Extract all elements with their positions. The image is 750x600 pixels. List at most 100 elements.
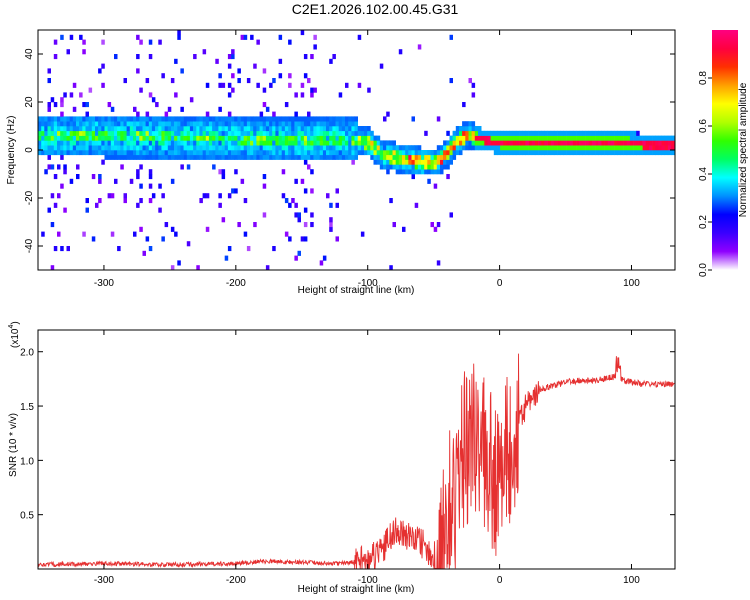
spectrogram-cell xyxy=(329,154,333,160)
spectrogram-cell xyxy=(63,121,67,127)
spectrogram-cell xyxy=(82,140,86,146)
spectrogram-cell xyxy=(664,135,669,141)
spectrogram-cell xyxy=(443,164,447,170)
spectrogram-cell xyxy=(617,150,621,156)
spectrogram-cell xyxy=(607,145,612,151)
spectrogram-cell xyxy=(633,140,637,146)
spectrogram-cell xyxy=(636,145,640,151)
spectrogram-cell xyxy=(136,68,140,74)
spectrogram-cell xyxy=(484,130,488,136)
spectrogram-cell xyxy=(386,159,390,165)
spectrogram-cell xyxy=(158,183,162,189)
spectrogram-cell xyxy=(338,145,343,151)
spectrogram-cell xyxy=(497,140,501,146)
spectrogram-cell xyxy=(629,140,634,146)
spectrogram-cell xyxy=(218,73,222,79)
snr-y-tick-label: 1.0 xyxy=(20,456,34,467)
spectrogram-cell xyxy=(297,150,301,156)
colorbar: 0.00.20.40.60.8 Normalized spectral ampl… xyxy=(698,30,749,277)
spectrogram-cell xyxy=(136,126,140,132)
spectrogram-cell xyxy=(212,164,216,170)
spectrogram-cell xyxy=(202,49,207,55)
spectrogram-cell xyxy=(667,140,672,146)
spectrogram-cell xyxy=(95,130,99,136)
spectrogram-cell xyxy=(50,121,55,127)
spectrogram-cell xyxy=(468,130,472,136)
spectrogram-cell xyxy=(221,145,226,151)
spectrogram-cell xyxy=(151,116,156,122)
spectrogram-cell xyxy=(60,97,64,103)
spectrogram-cell xyxy=(164,121,169,127)
spectrogram-cell xyxy=(63,150,67,156)
spectrogram-cell xyxy=(98,178,102,184)
spectrogram-cell xyxy=(139,126,143,132)
spectrogram-cell xyxy=(595,130,599,136)
spectrogram-cell xyxy=(281,135,286,141)
spectrogram-cell xyxy=(376,150,381,156)
spectrogram-cell xyxy=(411,145,415,151)
spectrogram-cell xyxy=(142,116,146,122)
spectrogram-cell xyxy=(145,111,150,117)
spectrogram-cell xyxy=(424,164,428,170)
spectrogram-cell xyxy=(462,102,466,108)
spectrogram-cell xyxy=(256,154,260,160)
spectrogram-cell xyxy=(72,135,77,141)
spectrogram-cell xyxy=(167,154,172,160)
spectrogram-cell xyxy=(272,126,276,132)
spectrogram-cell xyxy=(389,159,393,165)
spectrogram-cell xyxy=(402,150,406,156)
spectrogram-cell xyxy=(652,150,656,156)
spectrogram-cell xyxy=(471,130,476,136)
spectrogram-cell xyxy=(278,116,283,122)
spectrogram-cell xyxy=(370,145,374,151)
spectrogram-cell xyxy=(101,130,105,136)
spectrogram-cell xyxy=(386,150,390,156)
spectrogram-cell xyxy=(506,140,510,146)
spectrogram-cell xyxy=(284,130,289,136)
spectrogram-cell xyxy=(110,145,115,151)
spectrogram-cell xyxy=(614,140,618,146)
spectrogram-cell xyxy=(66,116,70,122)
spectrogram-cell xyxy=(136,169,140,175)
spectrogram-x-tick-label: 100 xyxy=(623,278,640,289)
spectrogram-cell xyxy=(474,145,479,151)
spectrogram-cell xyxy=(291,130,295,136)
spectrogram-cell xyxy=(126,130,131,136)
spectrogram-cell xyxy=(234,121,238,127)
spectrogram-cell xyxy=(411,159,415,165)
spectrogram-cell xyxy=(180,145,184,151)
spectrogram-cell xyxy=(294,126,298,132)
spectrogram-cell xyxy=(133,150,137,156)
spectrogram-cell xyxy=(474,135,479,141)
spectrogram-cell xyxy=(373,140,377,146)
spectrogram-cell xyxy=(151,145,156,151)
spectrogram-cell xyxy=(202,154,207,160)
spectrogram-cell xyxy=(626,150,631,156)
spectrogram-cell xyxy=(76,121,80,127)
spectrogram-cell xyxy=(338,154,343,160)
spectrogram-cell xyxy=(313,44,317,50)
spectrogram-cell xyxy=(218,202,222,208)
spectrogram-cell xyxy=(541,150,545,156)
spectrogram-cell xyxy=(326,193,330,199)
spectrogram-cell xyxy=(335,135,339,141)
spectrogram-cell xyxy=(281,193,286,199)
spectrogram-cell xyxy=(462,121,466,127)
spectrogram-cell xyxy=(234,169,238,175)
spectrogram-cell xyxy=(186,145,191,151)
spectrogram-cell xyxy=(436,169,441,175)
spectrogram-cell xyxy=(50,130,55,136)
spectrogram-cell xyxy=(598,135,602,141)
spectrogram-cell xyxy=(136,202,140,208)
spectrogram-cell xyxy=(145,135,150,141)
spectrogram-cell xyxy=(174,126,178,132)
spectrogram-cell xyxy=(294,212,298,218)
spectrogram-cell xyxy=(436,164,441,170)
spectrogram-cell xyxy=(91,135,96,141)
spectrogram-cell xyxy=(199,130,203,136)
spectrogram-cell xyxy=(177,145,181,151)
spectrogram-cell xyxy=(316,130,320,136)
colorbar-tick-label: 0.0 xyxy=(698,263,709,277)
spectrogram-cell xyxy=(234,154,238,160)
spectrogram-cell xyxy=(120,121,124,127)
